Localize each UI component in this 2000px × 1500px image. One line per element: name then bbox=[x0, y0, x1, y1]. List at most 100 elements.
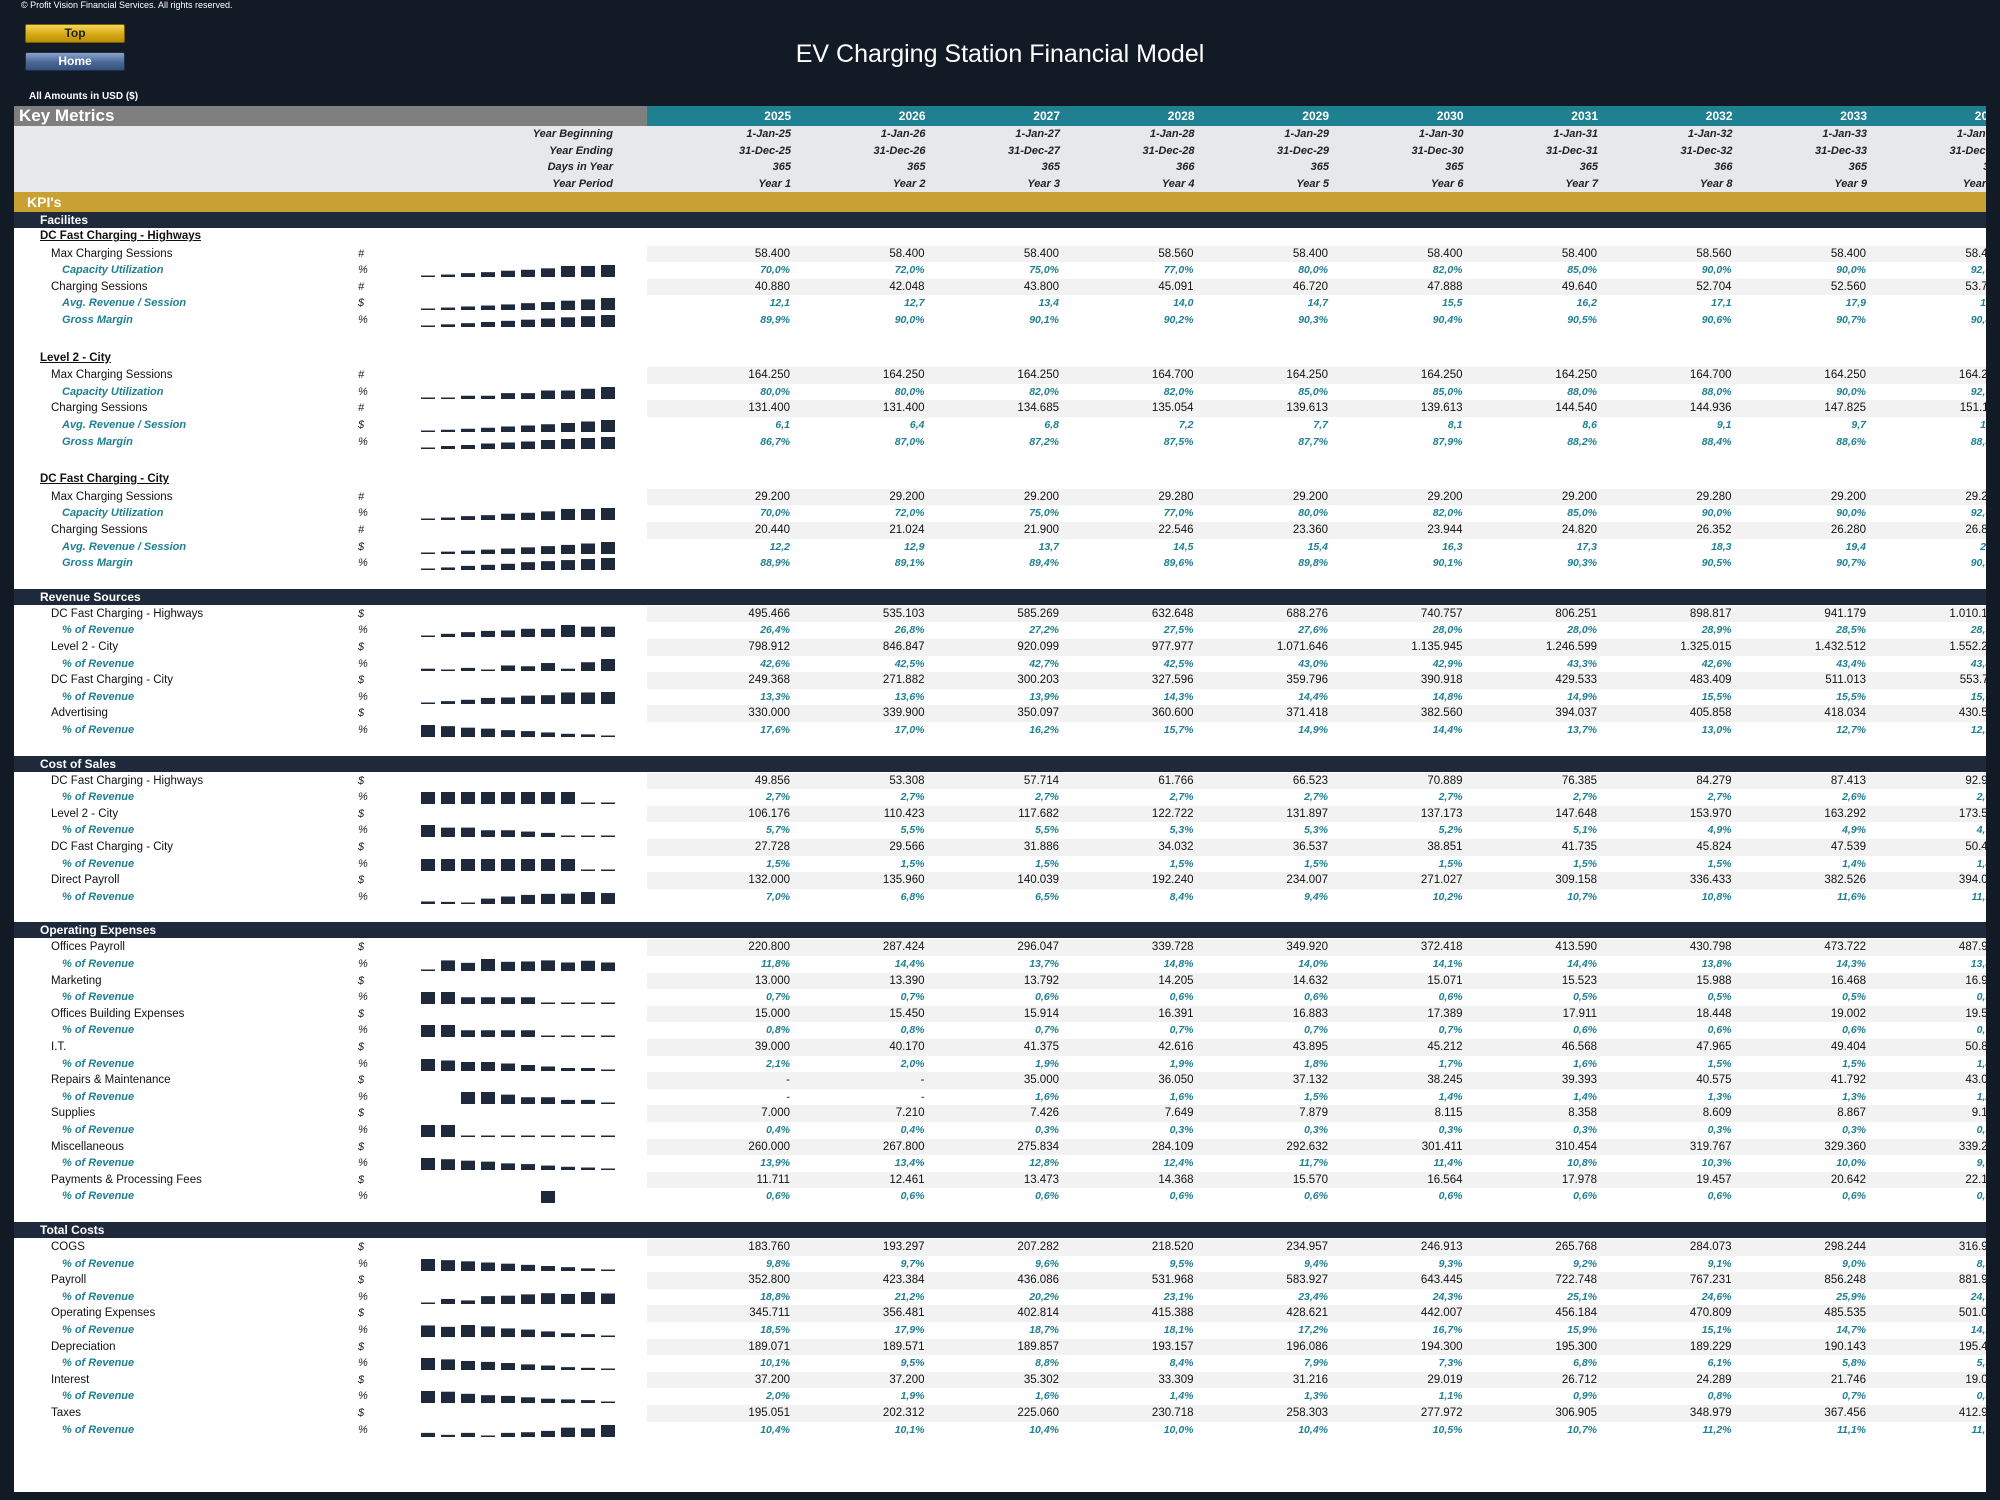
sparkline-bar bbox=[501, 548, 515, 554]
value-cell: 53.308 bbox=[889, 774, 925, 787]
value-cell: 28,5% bbox=[1970, 624, 1986, 637]
value-cell: 90,2% bbox=[1163, 314, 1194, 326]
metric-row: Depreciation $189.071 189.571 189.857 193.15… bbox=[14, 1338, 1986, 1356]
value-cell: 90,0% bbox=[1836, 264, 1866, 277]
value-cell: 29.280 bbox=[1696, 490, 1732, 503]
value-cell: 19.002 bbox=[1830, 1007, 1866, 1020]
value-background bbox=[647, 672, 1986, 689]
metric-row: Payroll $352.800 423.384 436.086 531.968 583.… bbox=[14, 1272, 1986, 1289]
value-cell: 7.879 bbox=[1299, 1107, 1328, 1120]
value-cell: - bbox=[786, 1074, 790, 1087]
value-cell: 140.039 bbox=[1017, 874, 1059, 887]
value-cell: 220.800 bbox=[748, 941, 790, 954]
value-cell: 1,4% bbox=[1842, 857, 1866, 870]
sparkline-bar bbox=[461, 516, 475, 521]
value-cell: 0,3% bbox=[1707, 1124, 1732, 1136]
home-button[interactable]: Home bbox=[25, 52, 125, 71]
sparkline-bar bbox=[421, 825, 435, 838]
sparkline-bar bbox=[481, 997, 495, 1005]
value-cell: 1,5% bbox=[1438, 857, 1463, 870]
sparkline-bar bbox=[481, 395, 495, 399]
sparkline-bar bbox=[461, 962, 475, 971]
sparkline-bar bbox=[441, 274, 455, 278]
value-cell: 2,0% bbox=[766, 1390, 790, 1403]
value-cell: 193.297 bbox=[882, 1241, 925, 1253]
year-header-2031: 2031 bbox=[1571, 109, 1598, 123]
value-cell: 1,5% bbox=[1842, 1057, 1866, 1070]
sparkline-chart bbox=[421, 959, 615, 971]
value-cell: 856.248 bbox=[1824, 1274, 1866, 1287]
period-value: 31-Dec-26 bbox=[873, 144, 926, 157]
sparkline-bar bbox=[561, 692, 575, 704]
metric-row: Advertising $330.000 339.900 350.097 360.600… bbox=[14, 705, 1986, 722]
sparkline-chart bbox=[421, 1125, 615, 1137]
row-label: % of Revenue bbox=[62, 1324, 135, 1336]
unit-label: % bbox=[358, 264, 368, 277]
value-cell: 53.728 bbox=[1965, 280, 1986, 293]
value-cell: 2,7% bbox=[1169, 791, 1194, 804]
sparkline-bar bbox=[441, 1326, 455, 1337]
ratio-row: % of Revenue% 0,4% 0,4% 0,3% 0,3% 0,3% 0,3% 0,3… bbox=[14, 1122, 1986, 1139]
unit-label: $ bbox=[358, 1340, 365, 1353]
section-header: Facilites bbox=[14, 212, 1986, 228]
value-cell: 456.184 bbox=[1555, 1307, 1597, 1320]
sparkline-bar bbox=[481, 830, 495, 838]
value-cell: 90,0% bbox=[1836, 385, 1866, 398]
value-cell: 13,9% bbox=[1029, 690, 1059, 703]
value-cell: 89,4% bbox=[1029, 557, 1059, 570]
value-cell: 390.918 bbox=[1420, 674, 1463, 687]
value-cell: 0,5% bbox=[1976, 991, 1986, 1004]
value-cell: 5,7% bbox=[766, 824, 790, 837]
sparkline-bar bbox=[481, 669, 495, 671]
value-cell: 42,5% bbox=[894, 657, 925, 670]
period-value: 366 bbox=[1176, 161, 1195, 173]
sparkline-bar bbox=[561, 1427, 575, 1437]
value-cell: 798.912 bbox=[748, 641, 790, 653]
sparkline-bar bbox=[601, 420, 615, 432]
metric-row: I.T. $39.000 40.170 41.375 42.616 43.895 45.21… bbox=[14, 1039, 1986, 1056]
sparkline-bar bbox=[441, 1392, 455, 1404]
value-cell: 277.972 bbox=[1420, 1407, 1463, 1419]
value-cell: 15.914 bbox=[1023, 1007, 1059, 1020]
value-cell: 632.648 bbox=[1151, 607, 1194, 620]
sparkline-bar bbox=[541, 629, 555, 638]
ratio-row: % of Revenue% 26,4% 26,8% 27,2% 27,5% 27,6% 28… bbox=[14, 622, 1986, 639]
value-cell: 15,4 bbox=[1307, 540, 1328, 553]
value-cell: 0,6% bbox=[1035, 1190, 1059, 1203]
value-cell: 292.632 bbox=[1286, 1140, 1328, 1153]
value-cell: 300.203 bbox=[1017, 674, 1059, 687]
value-cell: 92,0% bbox=[1970, 385, 1986, 398]
value-cell: 153.970 bbox=[1689, 807, 1732, 820]
value-background bbox=[647, 245, 1986, 263]
sparkline-bar bbox=[561, 1067, 575, 1071]
section-header: Total Costs bbox=[14, 1222, 1986, 1238]
period-value: 365 bbox=[1848, 161, 1867, 173]
sparkline-bar bbox=[561, 544, 575, 554]
value-cell: 1,8% bbox=[1304, 1057, 1328, 1070]
period-value: 1-Jan-25 bbox=[746, 128, 791, 140]
kpi-band: KPI's bbox=[14, 192, 1986, 212]
value-cell: 14,3% bbox=[1836, 958, 1866, 970]
value-cell: 495.466 bbox=[748, 607, 790, 620]
sparkline-bar bbox=[421, 1125, 435, 1137]
value-cell: 9,7 bbox=[1851, 419, 1866, 431]
period-value: Year 7 bbox=[1565, 177, 1598, 190]
value-cell: 17,1 bbox=[1711, 297, 1732, 310]
unit-label: % bbox=[358, 1357, 368, 1370]
period-value: Year 10 bbox=[1962, 177, 1986, 190]
sparkline-bar bbox=[481, 305, 495, 311]
value-cell: 0,7% bbox=[1842, 1390, 1866, 1403]
top-button[interactable]: Top bbox=[25, 24, 125, 43]
unit-label: $ bbox=[358, 1007, 365, 1020]
value-cell: 535.103 bbox=[882, 607, 925, 620]
value-cell: 80,0% bbox=[1298, 507, 1328, 520]
sparkline-chart bbox=[421, 265, 615, 278]
unit-label: $ bbox=[358, 1173, 365, 1186]
unit-label: % bbox=[358, 1423, 368, 1436]
sparkline-bar bbox=[461, 428, 475, 432]
sparkline-bar bbox=[581, 835, 595, 838]
value-cell: 0,6% bbox=[1438, 991, 1463, 1004]
unit-label: $ bbox=[358, 297, 365, 310]
period-value: 1-Jan-26 bbox=[880, 128, 926, 140]
value-cell: 339.900 bbox=[882, 707, 925, 720]
